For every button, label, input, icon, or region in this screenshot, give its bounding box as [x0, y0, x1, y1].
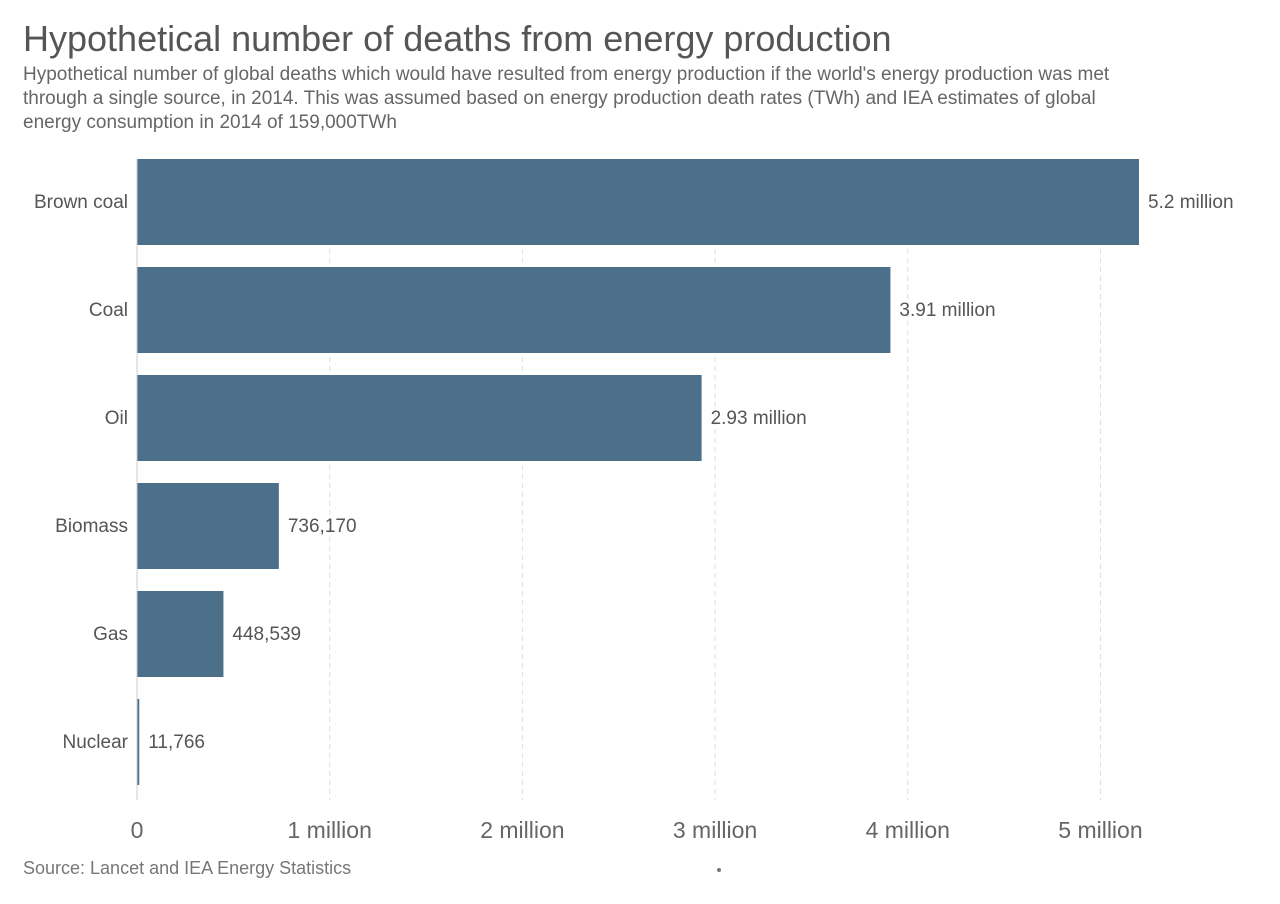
category-label: Coal	[89, 300, 128, 321]
category-label: Nuclear	[63, 732, 129, 753]
source-note: Source: Lancet and IEA Energy Statistics	[23, 858, 352, 878]
x-tick-label: 4 million	[866, 817, 950, 843]
value-label: 2.93 million	[711, 408, 807, 429]
category-label: Biomass	[55, 516, 128, 537]
bar	[137, 375, 702, 461]
value-label: 3.91 million	[899, 300, 995, 321]
category-label: Brown coal	[34, 192, 128, 213]
value-label: 5.2 million	[1148, 192, 1234, 213]
category-label: Gas	[93, 624, 128, 645]
x-tick-label: 1 million	[288, 817, 372, 843]
chart-subtitle: Hypothetical number of global deaths whi…	[23, 64, 1110, 133]
value-label: 736,170	[288, 516, 357, 537]
chart-title: Hypothetical number of deaths from energ…	[23, 18, 892, 59]
bar	[137, 591, 224, 677]
bar	[137, 159, 1139, 245]
x-tick-label: 3 million	[673, 817, 757, 843]
page-dot	[717, 868, 721, 872]
value-label: 448,539	[232, 624, 301, 645]
bar	[137, 267, 891, 353]
x-tick-label: 0	[131, 817, 144, 843]
bar	[137, 699, 140, 785]
x-tick-label: 2 million	[480, 817, 564, 843]
x-tick-label: 5 million	[1058, 817, 1142, 843]
bar	[137, 483, 279, 569]
category-label: Oil	[105, 408, 128, 429]
value-label: 11,766	[148, 732, 205, 753]
